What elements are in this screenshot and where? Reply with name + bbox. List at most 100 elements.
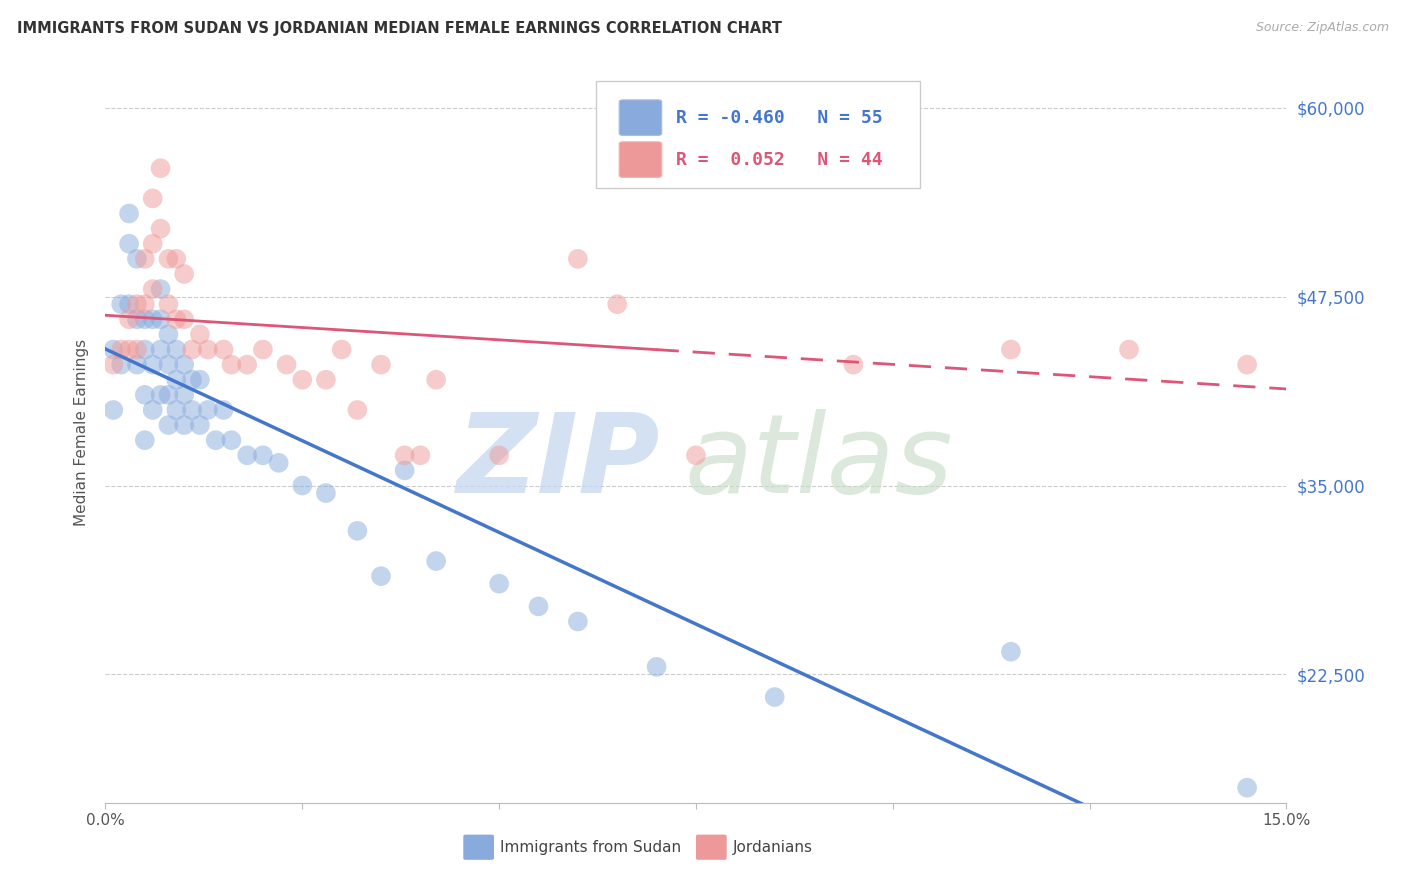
Point (165, 312, 187, 326)
Point (118, 312, 141, 326)
Point (142, 282, 165, 296)
Text: atlas: atlas (685, 409, 953, 516)
Point (134, 252, 156, 266)
Point (142, 236, 165, 251)
Point (165, 343, 187, 357)
Point (149, 343, 172, 357)
Point (221, 433, 243, 447)
Point (134, 388, 156, 402)
Point (134, 433, 156, 447)
Point (252, 343, 274, 357)
Point (763, 690, 786, 704)
Point (165, 373, 187, 387)
Point (267, 456, 290, 470)
Point (149, 221, 172, 235)
Text: Jordanians: Jordanians (733, 839, 813, 855)
Point (212, 343, 235, 357)
Point (1236, 358, 1258, 372)
Point (685, 448, 707, 462)
Point (125, 252, 148, 266)
Point (527, 599, 550, 614)
Point (181, 403, 204, 417)
Point (291, 373, 314, 387)
Point (370, 569, 392, 583)
Point (103, 403, 125, 417)
Point (142, 358, 165, 372)
Point (157, 388, 180, 402)
Text: ZIP: ZIP (457, 409, 661, 516)
Point (252, 448, 274, 462)
Point (142, 191, 165, 205)
FancyBboxPatch shape (696, 835, 727, 860)
Text: R = -0.460   N = 55: R = -0.460 N = 55 (676, 109, 883, 127)
Point (118, 297, 141, 311)
Point (134, 312, 156, 326)
Point (110, 343, 132, 357)
Point (606, 297, 628, 311)
Point (276, 358, 298, 372)
Point (149, 388, 172, 402)
Point (118, 206, 141, 220)
Point (157, 418, 180, 433)
Point (236, 358, 259, 372)
Point (645, 660, 668, 674)
Point (157, 252, 180, 266)
Point (197, 403, 219, 417)
Point (346, 524, 368, 538)
Point (103, 358, 125, 372)
Point (149, 282, 172, 296)
Point (173, 388, 195, 402)
Point (157, 327, 180, 342)
Point (409, 448, 432, 462)
Point (134, 297, 156, 311)
FancyBboxPatch shape (464, 835, 494, 860)
Point (142, 403, 165, 417)
Point (1000, 645, 1022, 659)
Point (149, 161, 172, 176)
Point (181, 343, 204, 357)
Point (157, 358, 180, 372)
Text: Immigrants from Sudan: Immigrants from Sudan (501, 839, 681, 855)
Point (188, 327, 211, 342)
Point (212, 403, 235, 417)
Point (118, 343, 141, 357)
Point (157, 297, 180, 311)
Point (221, 358, 243, 372)
Point (103, 343, 125, 357)
Text: IMMIGRANTS FROM SUDAN VS JORDANIAN MEDIAN FEMALE EARNINGS CORRELATION CHART: IMMIGRANTS FROM SUDAN VS JORDANIAN MEDIA… (17, 21, 782, 36)
Point (394, 463, 416, 477)
Point (204, 433, 226, 447)
Text: Source: ZipAtlas.com: Source: ZipAtlas.com (1256, 21, 1389, 34)
Y-axis label: Median Female Earnings: Median Female Earnings (75, 339, 90, 526)
Point (197, 343, 219, 357)
Point (165, 252, 187, 266)
Point (173, 418, 195, 433)
FancyBboxPatch shape (619, 100, 662, 136)
Point (645, 146, 668, 161)
Point (330, 343, 353, 357)
Point (1118, 343, 1140, 357)
Point (567, 252, 589, 266)
Point (134, 343, 156, 357)
Point (125, 358, 148, 372)
Point (181, 373, 204, 387)
Point (236, 448, 259, 462)
Point (567, 615, 589, 629)
Point (125, 343, 148, 357)
Point (488, 448, 510, 462)
Point (110, 358, 132, 372)
Text: R =  0.052   N = 44: R = 0.052 N = 44 (676, 151, 883, 169)
Point (394, 448, 416, 462)
Point (188, 418, 211, 433)
FancyBboxPatch shape (596, 81, 921, 188)
Point (291, 478, 314, 492)
Point (1236, 780, 1258, 795)
Point (142, 312, 165, 326)
Point (173, 312, 195, 326)
Point (173, 267, 195, 281)
Point (425, 373, 447, 387)
Point (125, 312, 148, 326)
Point (125, 297, 148, 311)
Point (149, 312, 172, 326)
Point (842, 358, 865, 372)
